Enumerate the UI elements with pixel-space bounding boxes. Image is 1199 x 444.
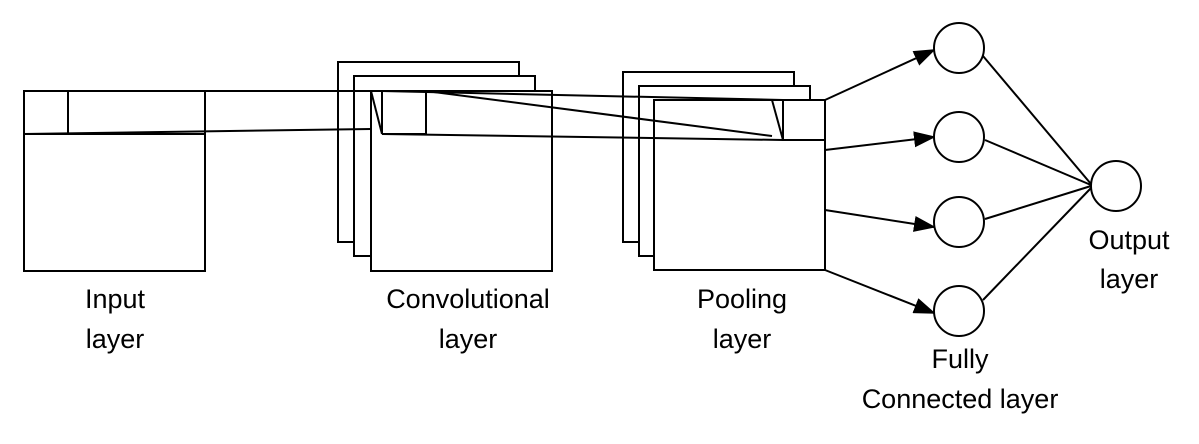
conv-to-pool-bottom-line bbox=[381, 133, 784, 141]
fc-node bbox=[933, 285, 985, 337]
fully-connected-label-line2: Connected layer bbox=[862, 384, 1059, 414]
fully-connected-layer bbox=[933, 22, 985, 337]
fc-node bbox=[933, 111, 985, 163]
fc-to-output-connections bbox=[982, 55, 1092, 301]
pooling-to-fc-arrows bbox=[824, 49, 936, 314]
arrow-to-fc-node-3 bbox=[824, 209, 936, 232]
pooling-layer bbox=[622, 71, 826, 271]
output-node bbox=[1090, 160, 1142, 212]
fc-node bbox=[933, 22, 985, 74]
pool-feature-map-front bbox=[653, 99, 826, 271]
input-layer bbox=[23, 90, 206, 272]
fully-connected-label-line1: Fully bbox=[931, 344, 989, 374]
input-layer-label-line1: Input bbox=[85, 284, 146, 314]
conv-to-pool-top-line bbox=[381, 90, 784, 101]
input-to-conv-bottom-line bbox=[23, 128, 372, 135]
output-layer-label-line1: Output bbox=[1088, 225, 1170, 255]
fc-node-1-to-output bbox=[982, 55, 1092, 185]
pooling-layer-label-line2: layer bbox=[713, 324, 772, 354]
conv-feature-map-front bbox=[370, 90, 553, 272]
pooling-layer-label-line1: Pooling bbox=[697, 284, 787, 314]
input-layer-label-line2: layer bbox=[86, 324, 145, 354]
conv-to-pool-diagonal-line bbox=[425, 90, 773, 137]
output-layer-label-line2: layer bbox=[1100, 264, 1159, 294]
arrow-to-fc-node-1 bbox=[824, 49, 936, 101]
input-layer-square bbox=[23, 90, 206, 272]
convolutional-layer-label-line2: layer bbox=[439, 324, 498, 354]
fc-node-2-to-output bbox=[984, 139, 1092, 186]
receptive-field-lines bbox=[23, 90, 784, 141]
fc-node bbox=[933, 196, 985, 248]
conv-patch-slant bbox=[370, 90, 383, 135]
arrow-to-fc-node-4 bbox=[824, 269, 936, 314]
fc-node-3-to-output bbox=[984, 185, 1092, 220]
pool-patch-slant bbox=[771, 99, 784, 141]
convolutional-layer-label-line1: Convolutional bbox=[386, 284, 550, 314]
fc-node-4-to-output bbox=[982, 187, 1092, 301]
arrow-to-fc-node-2 bbox=[824, 131, 936, 151]
